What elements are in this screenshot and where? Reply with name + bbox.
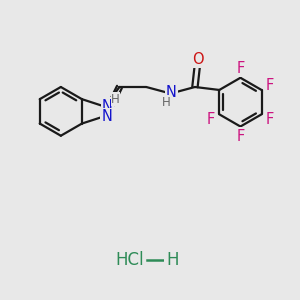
Text: F: F — [266, 78, 274, 93]
Text: N: N — [101, 109, 112, 124]
Text: H: H — [111, 93, 120, 106]
Text: F: F — [207, 112, 215, 127]
Text: O: O — [192, 52, 204, 67]
Text: N: N — [166, 85, 177, 100]
Text: F: F — [236, 61, 244, 76]
Text: H: H — [162, 96, 170, 109]
Text: N: N — [102, 99, 113, 114]
Text: H: H — [166, 251, 178, 269]
Text: F: F — [236, 128, 244, 143]
Text: HCl: HCl — [115, 251, 143, 269]
Text: F: F — [266, 112, 274, 127]
